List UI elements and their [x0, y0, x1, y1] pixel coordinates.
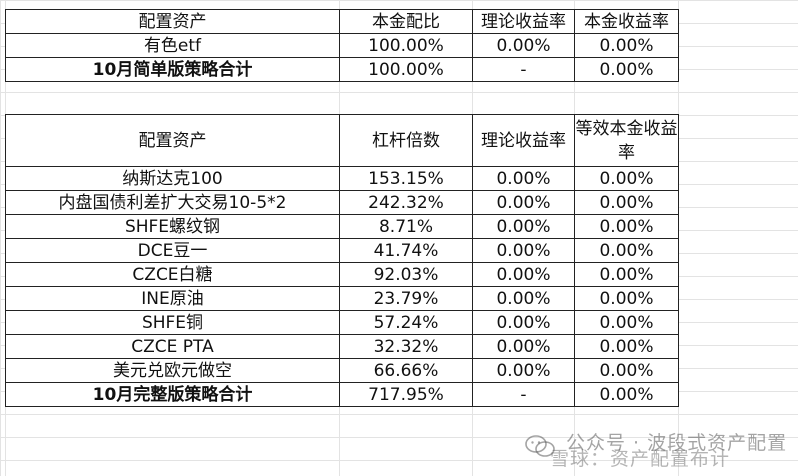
leverage-cell[interactable]: 41.74% — [339, 238, 473, 263]
table-row: SHFE螺纹钢 8.71% 0.00% 0.00% — [5, 214, 679, 239]
asset-cell[interactable]: SHFE铜 — [5, 310, 340, 335]
table-row: CZCE白糖 92.03% 0.00% 0.00% — [5, 262, 679, 287]
leverage-cell[interactable]: 242.32% — [339, 190, 473, 215]
simple-strategy-table: 配置资产 本金配比 理论收益率 本金收益率 有色etf 100.00% 0.00… — [5, 9, 679, 82]
header-cell[interactable]: 理论收益率 — [472, 9, 575, 34]
table-row: SHFE铜 57.24% 0.00% 0.00% — [5, 310, 679, 335]
equiv-return-cell[interactable]: 0.00% — [574, 190, 679, 215]
wechat-icon — [525, 435, 555, 457]
asset-cell[interactable]: CZCE白糖 — [5, 262, 340, 287]
principal-return-cell[interactable]: 0.00% — [574, 33, 679, 58]
leverage-cell[interactable]: 32.32% — [339, 334, 473, 359]
leverage-cell[interactable]: 66.66% — [339, 358, 473, 383]
theory-return-cell[interactable]: 0.00% — [472, 310, 575, 335]
total-label-cell[interactable]: 10月简单版策略合计 — [5, 57, 340, 82]
theory-return-cell[interactable]: 0.00% — [472, 358, 575, 383]
table-row: 纳斯达克100 153.15% 0.00% 0.00% — [5, 166, 679, 191]
equiv-return-cell[interactable]: 0.00% — [574, 286, 679, 311]
total-ratio-cell[interactable]: 100.00% — [339, 57, 473, 82]
equiv-return-cell[interactable]: 0.00% — [574, 358, 679, 383]
asset-cell[interactable]: DCE豆一 — [5, 238, 340, 263]
table-header-row: 配置资产 本金配比 理论收益率 本金收益率 — [5, 9, 679, 34]
theory-return-cell[interactable]: 0.00% — [472, 214, 575, 239]
total-leverage-cell[interactable]: 717.95% — [339, 382, 473, 407]
total-return-cell[interactable]: 0.00% — [574, 57, 679, 82]
full-strategy-table: 配置资产 杠杆倍数 理论收益率 等效本金收益率 纳斯达克100 153.15% 0.… — [5, 114, 679, 407]
asset-cell[interactable]: 有色etf — [5, 33, 340, 58]
leverage-cell[interactable]: 92.03% — [339, 262, 473, 287]
equiv-return-cell[interactable]: 0.00% — [574, 334, 679, 359]
leverage-cell[interactable]: 57.24% — [339, 310, 473, 335]
header-cell[interactable]: 配置资产 — [5, 9, 340, 34]
table-row: INE原油 23.79% 0.00% 0.00% — [5, 286, 679, 311]
watermark: 公众号 · 波段式资产配置 雪球：资产配置布计 — [522, 430, 798, 474]
theory-return-cell[interactable]: 0.00% — [472, 334, 575, 359]
equiv-return-cell[interactable]: 0.00% — [574, 214, 679, 239]
theory-return-cell[interactable]: 0.00% — [472, 238, 575, 263]
watermark-line1: 公众号 · 波段式资产配置 — [566, 432, 788, 454]
header-cell[interactable]: 配置资产 — [5, 114, 340, 167]
total-theory-cell[interactable]: - — [472, 382, 575, 407]
equiv-return-cell[interactable]: 0.00% — [574, 166, 679, 191]
leverage-cell[interactable]: 8.71% — [339, 214, 473, 239]
table-row: 美元兑欧元做空 66.66% 0.00% 0.00% — [5, 358, 679, 383]
header-cell[interactable]: 等效本金收益率 — [574, 114, 679, 167]
table-row: 内盘国债利差扩大交易10-5*2 242.32% 0.00% 0.00% — [5, 190, 679, 215]
theory-return-cell[interactable]: 0.00% — [472, 286, 575, 311]
total-return-cell[interactable]: 0.00% — [574, 382, 679, 407]
theory-return-cell[interactable]: 0.00% — [472, 190, 575, 215]
table-row: CZCE PTA 32.32% 0.00% 0.00% — [5, 334, 679, 359]
table-row: DCE豆一 41.74% 0.00% 0.00% — [5, 238, 679, 263]
leverage-cell[interactable]: 153.15% — [339, 166, 473, 191]
leverage-cell[interactable]: 23.79% — [339, 286, 473, 311]
watermark-line2: 雪球：资产配置布计 — [550, 448, 731, 470]
asset-cell[interactable]: 纳斯达克100 — [5, 166, 340, 191]
header-cell[interactable]: 本金收益率 — [574, 9, 679, 34]
header-cell[interactable]: 理论收益率 — [472, 114, 575, 167]
equiv-return-cell[interactable]: 0.00% — [574, 262, 679, 287]
total-theory-cell[interactable]: - — [472, 57, 575, 82]
asset-cell[interactable]: CZCE PTA — [5, 334, 340, 359]
table-row: 有色etf 100.00% 0.00% 0.00% — [5, 33, 679, 58]
total-label-cell[interactable]: 10月完整版策略合计 — [5, 382, 340, 407]
equiv-return-cell[interactable]: 0.00% — [574, 238, 679, 263]
header-cell[interactable]: 本金配比 — [339, 9, 473, 34]
ratio-cell[interactable]: 100.00% — [339, 33, 473, 58]
equiv-return-cell[interactable]: 0.00% — [574, 310, 679, 335]
theory-return-cell[interactable]: 0.00% — [472, 33, 575, 58]
header-cell[interactable]: 杠杆倍数 — [339, 114, 473, 167]
theory-return-cell[interactable]: 0.00% — [472, 262, 575, 287]
total-row: 10月完整版策略合计 717.95% - 0.00% — [5, 382, 679, 407]
total-row: 10月简单版策略合计 100.00% - 0.00% — [5, 57, 679, 82]
asset-cell[interactable]: 内盘国债利差扩大交易10-5*2 — [5, 190, 340, 215]
theory-return-cell[interactable]: 0.00% — [472, 166, 575, 191]
table-header-row: 配置资产 杠杆倍数 理论收益率 等效本金收益率 — [5, 114, 679, 167]
asset-cell[interactable]: 美元兑欧元做空 — [5, 358, 340, 383]
asset-cell[interactable]: SHFE螺纹钢 — [5, 214, 340, 239]
asset-cell[interactable]: INE原油 — [5, 286, 340, 311]
